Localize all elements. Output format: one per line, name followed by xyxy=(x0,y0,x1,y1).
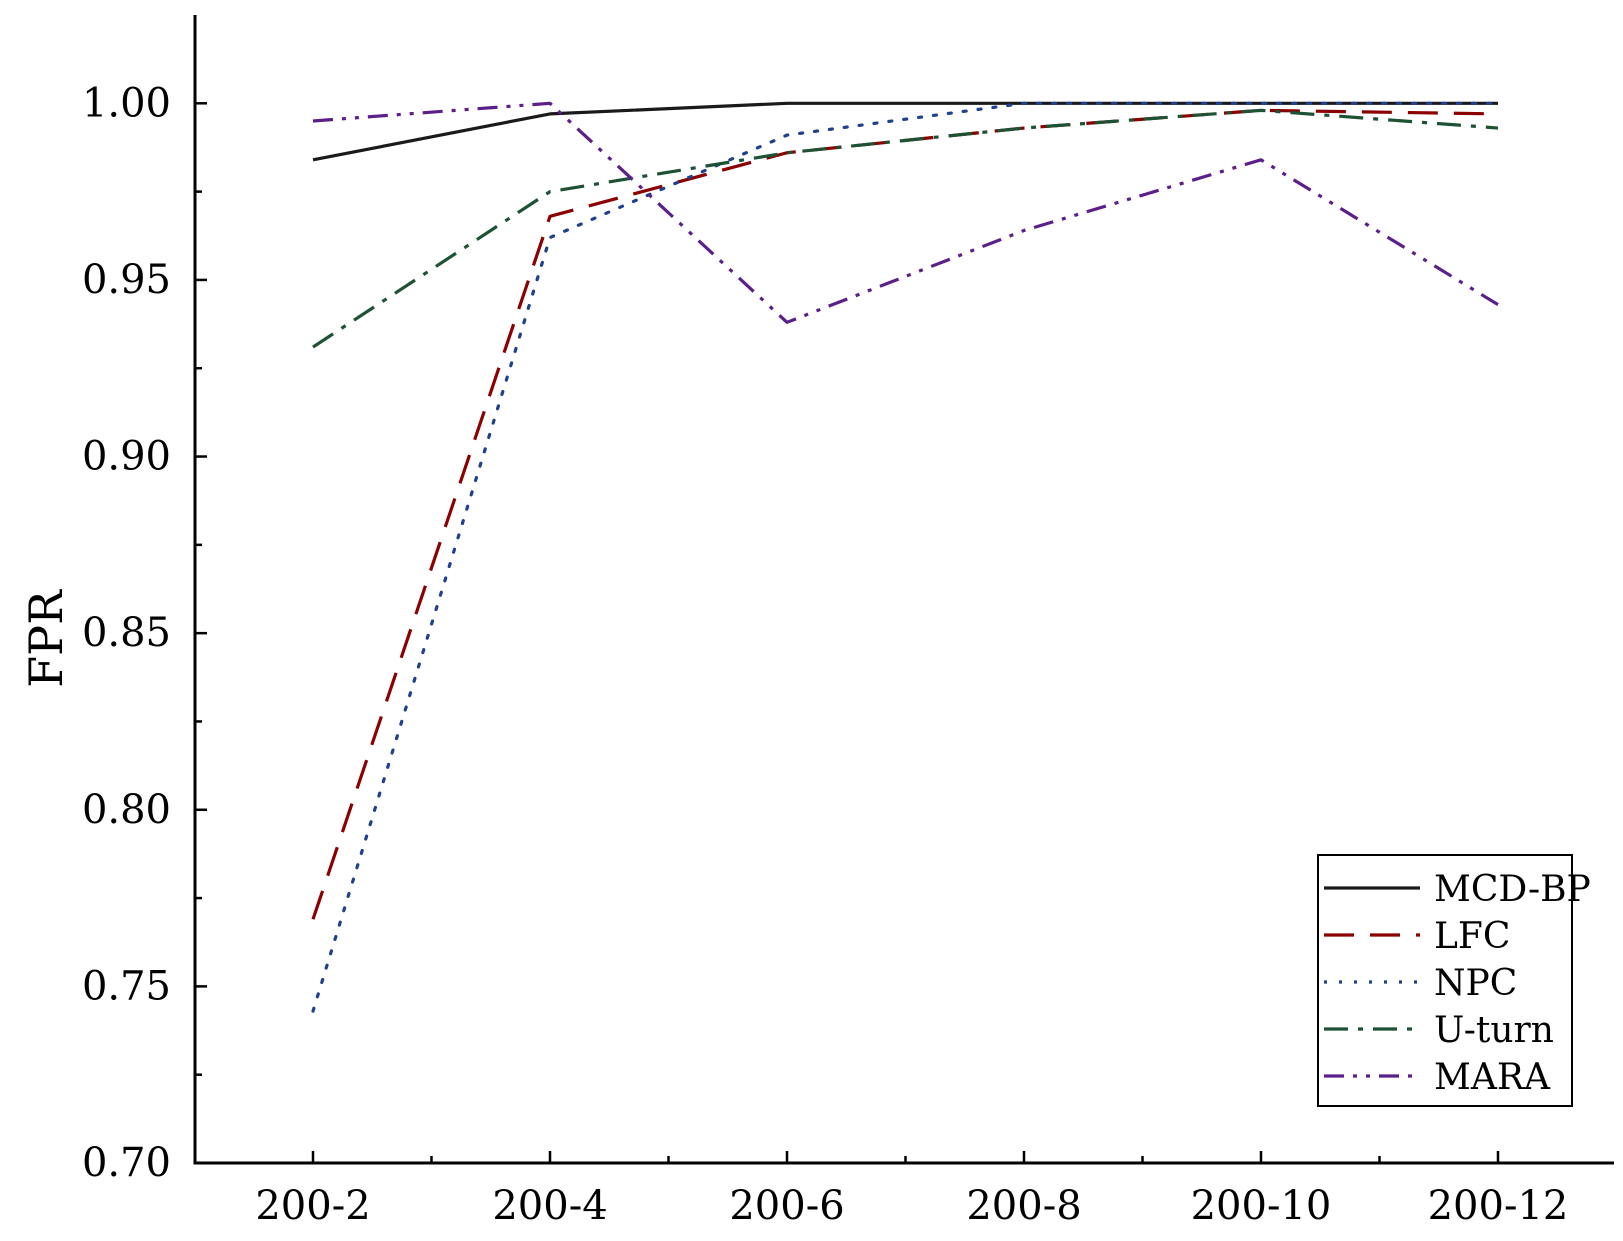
y-tick-label: 0.95 xyxy=(82,257,171,303)
y-tick-label: 0.80 xyxy=(82,787,171,833)
legend-label: MCD-BP xyxy=(1434,869,1591,910)
x-tick-label: 200-6 xyxy=(729,1183,844,1229)
x-tick-label: 200-4 xyxy=(492,1183,607,1229)
series-line-npc xyxy=(311,101,1500,1013)
legend-label: MARA xyxy=(1434,1057,1551,1098)
series-line-u-turn xyxy=(312,108,1499,349)
y-tick-label: 0.85 xyxy=(82,610,171,656)
x-tick-label: 200-12 xyxy=(1428,1183,1569,1229)
series-line-mcd-bp xyxy=(312,101,1498,162)
y-tick-label: 0.90 xyxy=(82,434,171,480)
series-line-mara xyxy=(312,101,1499,324)
legend-label: LFC xyxy=(1434,916,1510,957)
legend-label: U-turn xyxy=(1434,1010,1554,1051)
x-tick-label: 200-10 xyxy=(1191,1183,1332,1229)
x-tick-label: 200-8 xyxy=(966,1183,1081,1229)
legend-box xyxy=(1317,854,1573,1107)
legend: MCD-BP LFC NPC U-turn MARA xyxy=(1317,854,1591,1107)
series-layer xyxy=(311,101,1500,1013)
y-tick-label: 0.75 xyxy=(82,963,171,1009)
legend-label: NPC xyxy=(1434,963,1517,1004)
axes: 0.70 0.75 0.80 0.85 0.90 0.95 1.00 200-2 200-4 20… xyxy=(82,15,1614,1229)
y-tick-label: 1.00 xyxy=(82,80,171,126)
y-tick-label: 0.70 xyxy=(82,1140,171,1186)
y-axis-label: FPR xyxy=(19,589,73,688)
x-tick-label: 200-2 xyxy=(255,1183,370,1229)
